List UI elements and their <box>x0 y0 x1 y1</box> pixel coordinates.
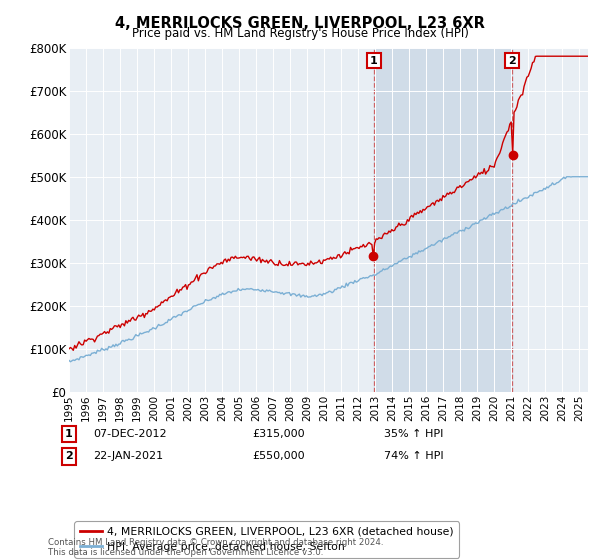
Text: 2: 2 <box>508 55 516 66</box>
Text: 1: 1 <box>65 429 73 439</box>
Text: 4, MERRILOCKS GREEN, LIVERPOOL, L23 6XR: 4, MERRILOCKS GREEN, LIVERPOOL, L23 6XR <box>115 16 485 31</box>
Text: 2: 2 <box>65 451 73 461</box>
Text: 22-JAN-2021: 22-JAN-2021 <box>93 451 163 461</box>
Text: £550,000: £550,000 <box>252 451 305 461</box>
Text: £315,000: £315,000 <box>252 429 305 439</box>
Text: 35% ↑ HPI: 35% ↑ HPI <box>384 429 443 439</box>
Text: 07-DEC-2012: 07-DEC-2012 <box>93 429 167 439</box>
Text: Contains HM Land Registry data © Crown copyright and database right 2024.
This d: Contains HM Land Registry data © Crown c… <box>48 538 383 557</box>
Text: 1: 1 <box>370 55 378 66</box>
Bar <box>374 48 512 392</box>
Text: Price paid vs. HM Land Registry's House Price Index (HPI): Price paid vs. HM Land Registry's House … <box>131 27 469 40</box>
Legend: 4, MERRILOCKS GREEN, LIVERPOOL, L23 6XR (detached house), HPI: Average price, de: 4, MERRILOCKS GREEN, LIVERPOOL, L23 6XR … <box>74 521 459 558</box>
Text: 74% ↑ HPI: 74% ↑ HPI <box>384 451 443 461</box>
